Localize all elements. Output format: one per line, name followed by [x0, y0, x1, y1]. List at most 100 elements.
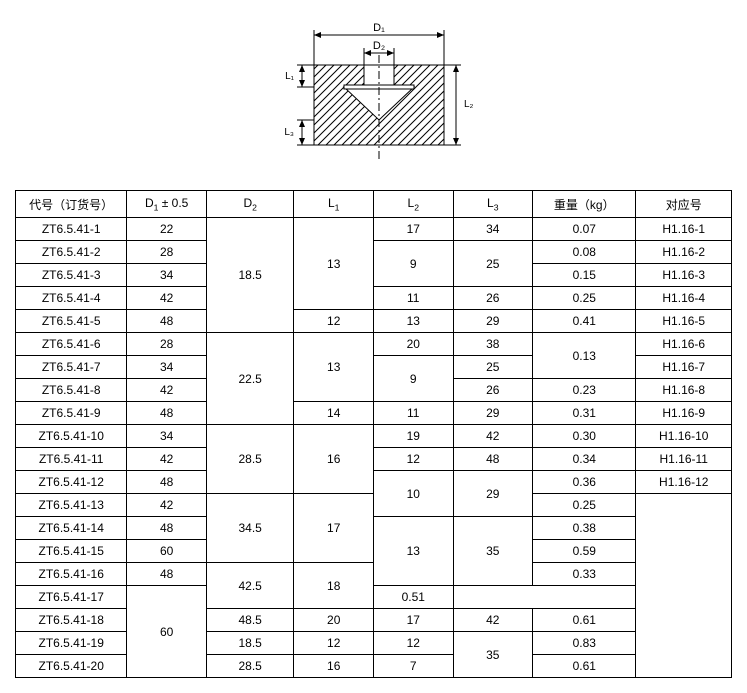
table-cell: 13: [373, 310, 453, 333]
table-row: ZT6.5.41-12218.51317340.07H1.16-1: [16, 218, 732, 241]
svg-text:L₃: L₃: [284, 127, 294, 138]
col-d1: D1 ± 0.5: [127, 191, 207, 218]
table-cell: 0.15: [533, 264, 636, 287]
table-cell: 17: [373, 218, 453, 241]
table-cell: 34: [127, 356, 207, 379]
col-d2: D2: [206, 191, 294, 218]
table-cell: 14: [294, 402, 374, 425]
table-cell: 22: [127, 218, 207, 241]
table-cell: 26: [453, 287, 533, 310]
table-cell: ZT6.5.41-11: [16, 448, 127, 471]
table-row: ZT6.5.41-1918.51212350.83: [16, 632, 732, 655]
table-cell: 10: [373, 471, 453, 517]
table-cell: 0.51: [373, 586, 453, 609]
table-row: ZT6.5.41-9481411290.31H1.16-9: [16, 402, 732, 425]
table-cell: 9: [373, 241, 453, 287]
table-cell: 13: [294, 333, 374, 402]
table-row: ZT6.5.41-62822.51320380.13H1.16-6: [16, 333, 732, 356]
table-row: ZT6.5.41-44211260.25H1.16-4: [16, 287, 732, 310]
table-cell: 48: [127, 402, 207, 425]
table-cell: 0.41: [533, 310, 636, 333]
table-cell: 29: [453, 310, 533, 333]
table-cell: 0.61: [533, 609, 636, 632]
table-row: ZT6.5.41-1848.52017420.61: [16, 609, 732, 632]
table-cell: 0.36: [533, 471, 636, 494]
svg-text:L₂: L₂: [464, 99, 474, 110]
table-cell: 29: [453, 471, 533, 517]
table-cell: 42: [127, 287, 207, 310]
table-cell: 34: [453, 218, 533, 241]
table-cell: 13: [373, 517, 453, 586]
table-cell: 38: [453, 333, 533, 356]
table-cell: 11: [373, 402, 453, 425]
table-cell: 28: [127, 333, 207, 356]
table-cell: ZT6.5.41-2: [16, 241, 127, 264]
table-cell: 0.83: [533, 632, 636, 655]
table-cell: 17: [373, 609, 453, 632]
table-cell: 0.38: [533, 517, 636, 540]
table-cell: 18.5: [206, 218, 294, 333]
table-cell: 42.5: [206, 563, 294, 609]
table-cell: 26: [453, 379, 533, 402]
table-cell: ZT6.5.41-6: [16, 333, 127, 356]
table-cell: ZT6.5.41-20: [16, 655, 127, 678]
table-cell: 60: [127, 540, 207, 563]
table-cell: ZT6.5.41-14: [16, 517, 127, 540]
spec-table: 代号（订货号） D1 ± 0.5 D2 L1 L2 L3 重量（kg） 对应号 …: [15, 190, 732, 678]
table-cell: ZT6.5.41-5: [16, 310, 127, 333]
table-cell: 20: [294, 609, 374, 632]
table-cell: 34: [127, 264, 207, 287]
table-cell: 48: [127, 310, 207, 333]
table-row: ZT6.5.41-144813350.38: [16, 517, 732, 540]
table-cell: 17: [294, 494, 374, 563]
table-cell: 35: [453, 517, 533, 586]
table-cell: 16: [294, 425, 374, 494]
table-row: ZT6.5.41-124810290.36H1.16-12: [16, 471, 732, 494]
table-cell: 29: [453, 402, 533, 425]
table-cell: H1.16-11: [636, 448, 732, 471]
col-weight: 重量（kg）: [533, 191, 636, 218]
table-cell: 0.23: [533, 379, 636, 402]
table-cell: 42: [127, 379, 207, 402]
table-cell: 35: [453, 632, 533, 678]
table-row: ZT6.5.41-2028.51670.61: [16, 655, 732, 678]
table-cell: H1.16-7: [636, 356, 732, 379]
table-cell: 25: [453, 241, 533, 287]
table-cell: 0.33: [533, 563, 636, 586]
table-cell: 42: [127, 448, 207, 471]
table-cell: 42: [453, 425, 533, 448]
table-cell: ZT6.5.41-16: [16, 563, 127, 586]
table-cell: H1.16-1: [636, 218, 732, 241]
table-cell: ZT6.5.41-15: [16, 540, 127, 563]
table-cell: 28: [127, 241, 207, 264]
table-cell: 12: [373, 632, 453, 655]
table-cell: 25: [453, 356, 533, 379]
technical-diagram: D₁ D₂ L₁ L₃ L₂: [15, 15, 732, 178]
col-l1: L1: [294, 191, 374, 218]
table-cell: 48: [453, 448, 533, 471]
table-cell: 48: [127, 517, 207, 540]
table-cell: 20: [373, 333, 453, 356]
table-cell: 0.13: [533, 333, 636, 379]
table-cell: 28.5: [206, 425, 294, 494]
col-code: 代号（订货号）: [16, 191, 127, 218]
table-cell: H1.16-3: [636, 264, 732, 287]
table-body: ZT6.5.41-12218.51317340.07H1.16-1ZT6.5.4…: [16, 218, 732, 678]
table-cell: ZT6.5.41-8: [16, 379, 127, 402]
table-cell: [636, 494, 732, 678]
table-cell: 9: [373, 356, 453, 402]
table-cell: 42: [127, 494, 207, 517]
table-cell: H1.16-9: [636, 402, 732, 425]
table-cell: 19: [373, 425, 453, 448]
table-cell: ZT6.5.41-12: [16, 471, 127, 494]
table-header-row: 代号（订货号） D1 ± 0.5 D2 L1 L2 L3 重量（kg） 对应号: [16, 191, 732, 218]
table-cell: ZT6.5.41-13: [16, 494, 127, 517]
table-cell: ZT6.5.41-10: [16, 425, 127, 448]
table-cell: 13: [294, 218, 374, 310]
table-cell: 0.08: [533, 241, 636, 264]
svg-text:L₁: L₁: [285, 71, 295, 82]
table-cell: 34: [127, 425, 207, 448]
table-cell: H1.16-10: [636, 425, 732, 448]
table-row: ZT6.5.41-2289250.08H1.16-2: [16, 241, 732, 264]
table-cell: ZT6.5.41-9: [16, 402, 127, 425]
